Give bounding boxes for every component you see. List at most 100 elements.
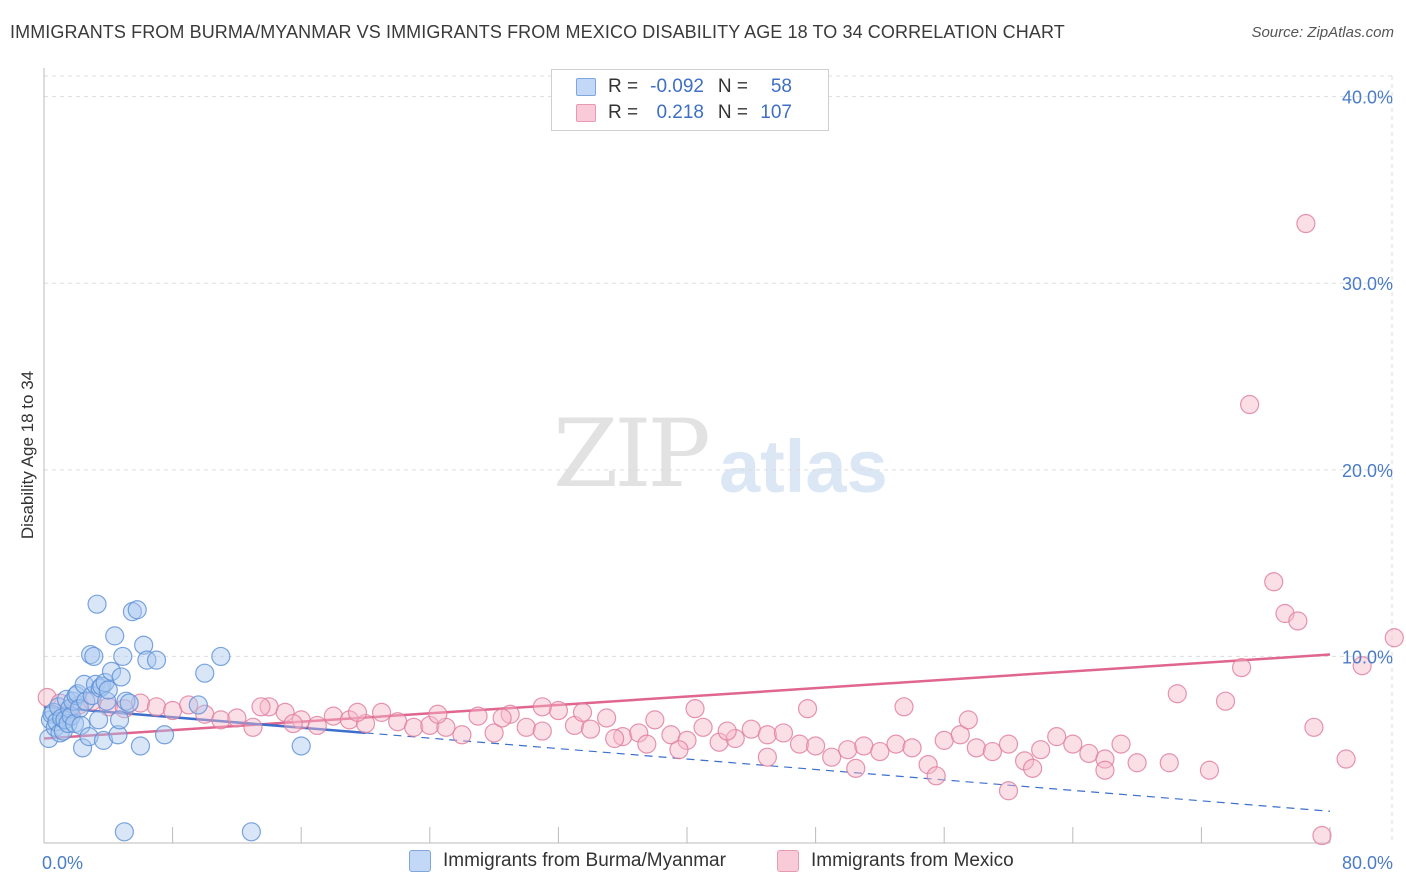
point-burma bbox=[71, 715, 91, 736]
legend-n-value: 58 bbox=[770, 76, 792, 97]
point-mexico bbox=[822, 747, 842, 767]
point-mexico bbox=[1336, 749, 1356, 769]
point-burma bbox=[119, 693, 139, 713]
point-mexico bbox=[1095, 749, 1115, 769]
point-burma bbox=[101, 661, 122, 681]
point-mexico bbox=[597, 708, 617, 728]
point-mexico bbox=[1312, 825, 1332, 846]
point-burma bbox=[89, 710, 109, 730]
point-mexico bbox=[757, 747, 777, 767]
point-mexico bbox=[388, 712, 408, 732]
point-mexico bbox=[1352, 656, 1372, 676]
point-mexico bbox=[998, 734, 1019, 754]
point-burma bbox=[137, 650, 157, 670]
point-mexico bbox=[1296, 213, 1316, 234]
point-mexico bbox=[339, 710, 360, 730]
point-burma bbox=[291, 736, 311, 756]
point-burma bbox=[114, 822, 134, 842]
point-burma bbox=[84, 646, 104, 667]
point-burma bbox=[116, 691, 136, 711]
point-burma bbox=[188, 695, 208, 715]
point-mexico bbox=[1231, 658, 1252, 678]
point-burma bbox=[130, 736, 151, 756]
y-tick-label: 40.0% bbox=[1342, 88, 1393, 108]
point-burma bbox=[111, 667, 131, 687]
point-mexico bbox=[532, 697, 552, 717]
point-mexico bbox=[998, 781, 1019, 801]
point-mexico bbox=[420, 715, 440, 736]
legend-label-mexico: Immigrants from Mexico bbox=[811, 850, 1014, 871]
point-burma bbox=[241, 822, 261, 842]
point-mexico bbox=[1047, 727, 1067, 747]
point-mexico bbox=[179, 695, 199, 715]
point-mexico bbox=[1384, 628, 1404, 648]
point-burma bbox=[68, 684, 88, 704]
point-mexico bbox=[1159, 753, 1179, 773]
point-mexico bbox=[371, 702, 392, 722]
point-mexico bbox=[1288, 611, 1308, 631]
point-mexico bbox=[580, 719, 601, 739]
point-mexico bbox=[355, 713, 376, 734]
point-mexico bbox=[685, 699, 705, 719]
point-mexico bbox=[757, 725, 777, 745]
legend-item-mexico: Immigrants from Mexico bbox=[777, 850, 1014, 872]
point-mexico bbox=[838, 740, 858, 760]
point-mexico bbox=[693, 717, 713, 737]
legend-r-label: R = bbox=[608, 76, 639, 97]
point-mexico bbox=[307, 715, 327, 736]
point-mexico bbox=[966, 738, 986, 758]
point-mexico bbox=[1079, 743, 1099, 764]
point-mexico bbox=[1014, 751, 1035, 771]
point-mexico bbox=[645, 710, 665, 730]
point-mexico bbox=[163, 700, 183, 721]
point-mexico bbox=[717, 721, 737, 741]
legend-r-label: R = bbox=[608, 102, 639, 123]
legend-row-burma: R = -0.092 N = 58 bbox=[576, 75, 792, 99]
point-burma bbox=[109, 710, 130, 730]
point-mexico bbox=[428, 704, 448, 724]
point-burma bbox=[211, 646, 231, 667]
point-burma bbox=[113, 646, 133, 667]
point-mexico bbox=[709, 732, 729, 752]
point-burma bbox=[64, 713, 85, 734]
point-mexico bbox=[1167, 684, 1187, 704]
point-mexico bbox=[275, 702, 295, 722]
point-mexico bbox=[1304, 717, 1324, 737]
point-mexico bbox=[669, 740, 689, 760]
legend-swatch-pink bbox=[777, 850, 799, 872]
point-mexico bbox=[629, 723, 649, 743]
point-mexico bbox=[950, 725, 970, 745]
point-mexico bbox=[854, 736, 874, 756]
point-burma bbox=[195, 663, 215, 683]
point-mexico bbox=[741, 719, 761, 739]
point-mexico bbox=[1063, 734, 1083, 754]
point-burma bbox=[108, 725, 128, 745]
point-burma bbox=[81, 644, 101, 665]
point-mexico bbox=[613, 727, 633, 747]
point-mexico bbox=[1215, 691, 1236, 711]
point-mexico bbox=[605, 728, 625, 749]
y-tick-label: 30.0% bbox=[1342, 274, 1393, 294]
legend-swatch-pink bbox=[576, 104, 596, 122]
point-mexico bbox=[926, 766, 946, 786]
point-mexico bbox=[982, 741, 1003, 762]
point-burma bbox=[79, 727, 99, 747]
legend-label-burma: Immigrants from Burma/Myanmar bbox=[443, 850, 726, 871]
point-mexico bbox=[211, 710, 231, 730]
point-mexico bbox=[323, 706, 343, 726]
point-mexico bbox=[886, 734, 906, 754]
series-legend: Immigrants from Burma/Myanmar Immigrants… bbox=[0, 850, 1406, 878]
point-burma bbox=[98, 680, 118, 700]
legend-r-value: 0.218 bbox=[656, 102, 704, 123]
point-burma bbox=[134, 635, 154, 655]
point-mexico bbox=[227, 708, 247, 728]
legend-n-label: N = bbox=[717, 102, 748, 123]
point-mexico bbox=[1264, 572, 1284, 592]
point-mexico bbox=[484, 723, 504, 743]
point-mexico bbox=[243, 717, 263, 737]
point-mexico bbox=[251, 697, 271, 717]
point-mexico bbox=[870, 741, 890, 762]
legend-swatch-blue bbox=[409, 850, 431, 872]
point-mexico bbox=[934, 730, 954, 750]
